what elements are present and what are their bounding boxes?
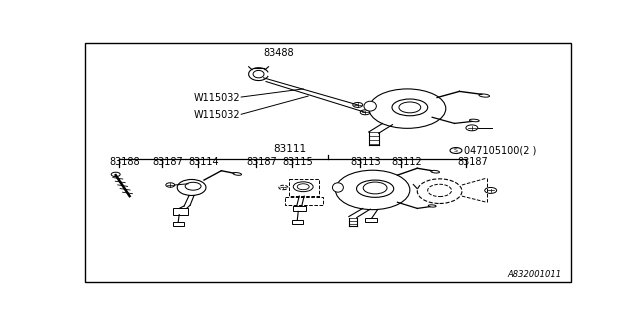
Text: 83114: 83114 xyxy=(188,156,219,166)
Ellipse shape xyxy=(428,205,436,207)
Circle shape xyxy=(484,188,497,193)
Text: 83488: 83488 xyxy=(264,48,294,58)
FancyBboxPatch shape xyxy=(292,220,303,224)
Text: 83115: 83115 xyxy=(282,156,313,166)
Text: 83187: 83187 xyxy=(246,156,277,166)
Text: 83111: 83111 xyxy=(273,144,307,154)
Circle shape xyxy=(185,182,201,190)
Polygon shape xyxy=(285,196,323,205)
Text: 83188: 83188 xyxy=(110,156,140,166)
Circle shape xyxy=(364,182,387,194)
Text: 83113: 83113 xyxy=(350,156,381,166)
Text: W115032: W115032 xyxy=(194,110,241,120)
Ellipse shape xyxy=(417,179,462,204)
Ellipse shape xyxy=(233,172,241,175)
Polygon shape xyxy=(289,179,319,196)
Ellipse shape xyxy=(469,119,479,122)
Ellipse shape xyxy=(332,183,344,192)
Circle shape xyxy=(466,125,478,131)
Circle shape xyxy=(353,102,363,108)
Circle shape xyxy=(399,102,420,113)
Ellipse shape xyxy=(335,170,410,210)
Text: A832001011: A832001011 xyxy=(507,270,561,279)
FancyBboxPatch shape xyxy=(365,218,377,222)
FancyBboxPatch shape xyxy=(293,206,306,212)
Circle shape xyxy=(166,183,175,187)
Circle shape xyxy=(279,185,288,190)
Text: 047105100(2 ): 047105100(2 ) xyxy=(464,146,536,156)
Ellipse shape xyxy=(392,99,428,116)
Circle shape xyxy=(450,148,462,154)
Text: 83112: 83112 xyxy=(392,156,422,166)
Ellipse shape xyxy=(428,184,451,196)
FancyBboxPatch shape xyxy=(173,222,184,227)
Circle shape xyxy=(297,184,309,190)
Text: 83187: 83187 xyxy=(152,156,182,166)
Ellipse shape xyxy=(369,89,446,128)
Text: S: S xyxy=(454,148,458,153)
Ellipse shape xyxy=(479,94,490,97)
FancyBboxPatch shape xyxy=(173,208,188,215)
Text: 83187: 83187 xyxy=(457,156,488,166)
Text: W115032: W115032 xyxy=(194,92,241,102)
Ellipse shape xyxy=(293,182,313,192)
Ellipse shape xyxy=(177,180,206,196)
Ellipse shape xyxy=(356,180,394,197)
Ellipse shape xyxy=(364,101,376,111)
Ellipse shape xyxy=(431,170,440,173)
Circle shape xyxy=(360,110,370,115)
Circle shape xyxy=(111,172,120,177)
